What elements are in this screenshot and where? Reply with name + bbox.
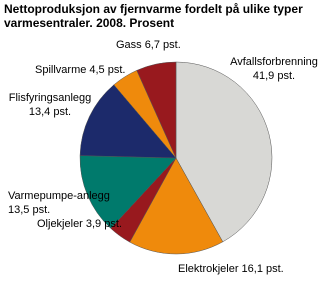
category-label: Gass (116, 39, 142, 51)
category-label: Spillvarme (35, 64, 86, 76)
slice-label: 13,5 pst. (8, 204, 50, 216)
value-label: 6,7 pst. (145, 39, 181, 51)
category-label: Avfallsforbrenning (230, 56, 318, 68)
value-label: 3,9 pst. (86, 218, 122, 230)
slice-label: Gass 6,7 pst. (116, 39, 181, 51)
slice-label: Avfallsforbrenning (230, 56, 318, 68)
slice-label: Varmepumpe-anlegg (8, 190, 110, 202)
pie-slice (136, 61, 177, 159)
slice-label: Elektrokjeler 16,1 pst. (178, 263, 284, 275)
category-label: Flisfyringsanlegg (9, 92, 92, 104)
value-label: 16,1 pst. (242, 263, 284, 275)
slice-label: 13,4 pst. (29, 106, 71, 118)
category-label: Elektrokjeler (178, 263, 239, 275)
chart-title: Nettoproduksjon av fjernvarme fordelt på… (4, 2, 303, 30)
pie-slice (79, 84, 177, 159)
slice-label: 41,9 pst. (253, 70, 295, 82)
value-label: 41,9 pst. (253, 70, 295, 82)
value-label: 4,5 pst. (89, 64, 125, 76)
category-label: Varmepumpe-anlegg (8, 190, 110, 202)
value-label: 13,5 pst. (8, 204, 50, 216)
value-label: 13,4 pst. (29, 106, 71, 118)
pie-slice (129, 157, 224, 255)
pie-slice (79, 155, 177, 229)
slice-label: Flisfyringsanlegg (9, 92, 92, 104)
category-label: Oljekjeler (37, 218, 83, 230)
slice-label: Spillvarme 4,5 pst. (35, 64, 125, 76)
slice-label: Oljekjeler 3,9 pst. (37, 218, 122, 230)
pie-slice (175, 61, 273, 243)
